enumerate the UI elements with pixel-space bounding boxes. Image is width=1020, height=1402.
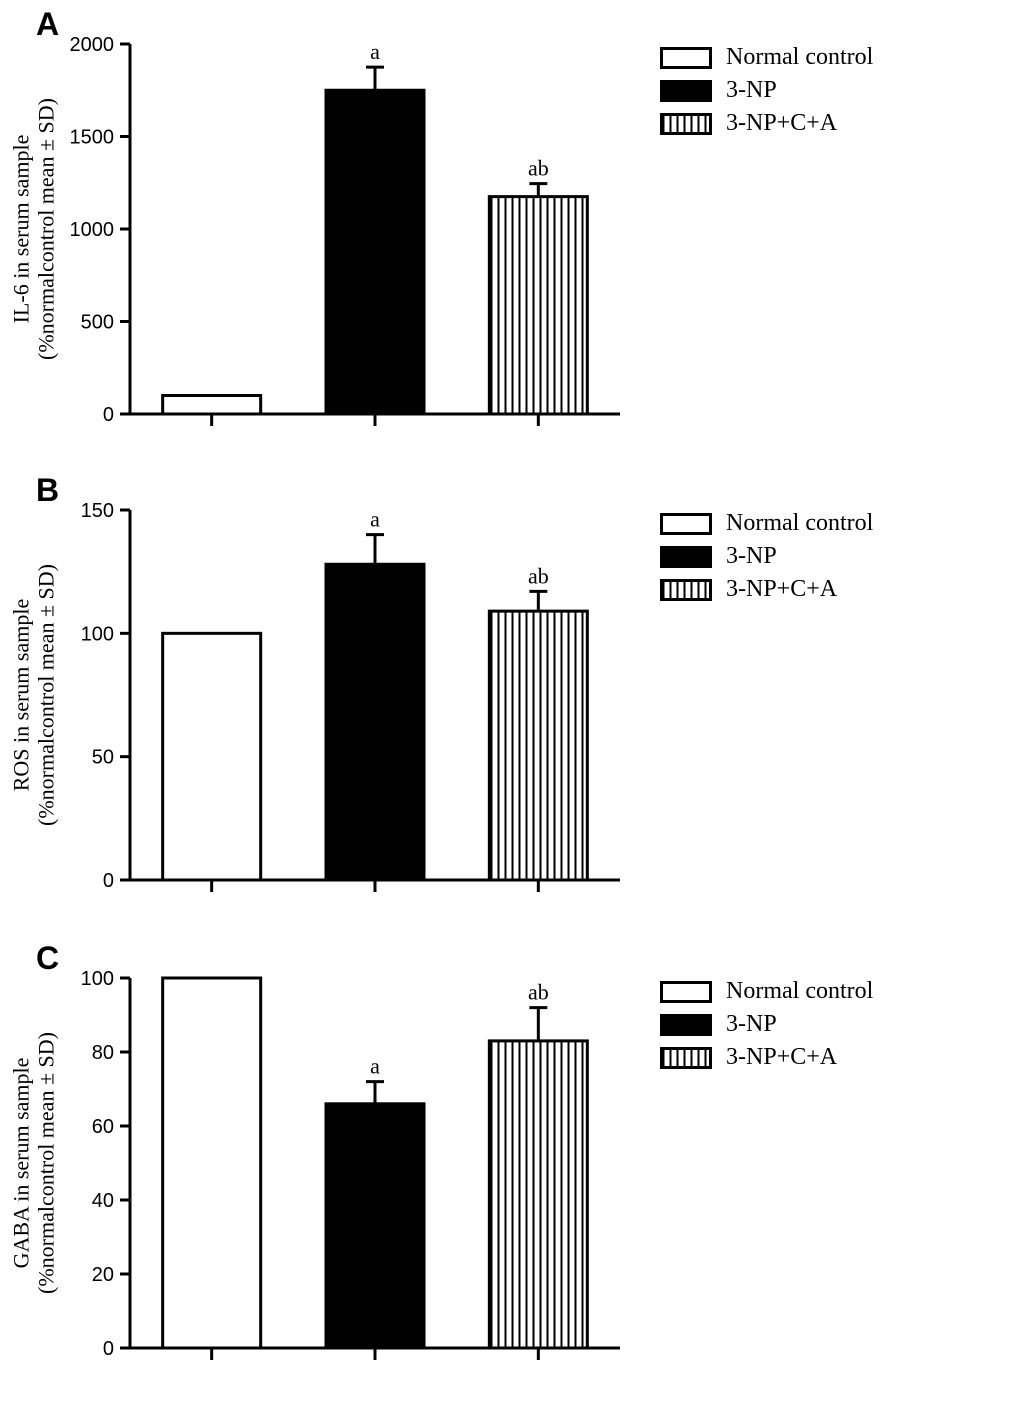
legend-swatch (660, 1014, 712, 1036)
ytick-label: 500 (81, 312, 114, 334)
legend-label: 3-NP (726, 77, 777, 104)
plot-panel-A: 0 500 1000 1500 2000 a ab (40, 8, 630, 442)
ytick-label: 40 (92, 1190, 114, 1212)
ylabel-panel-B: ROS in serum sample(%normalcontrol mean … (9, 564, 60, 826)
bar-A-0 (163, 396, 261, 415)
ylabel-panel-A: IL-6 in serum sample(%normalcontrol mean… (9, 98, 60, 360)
plot-panel-B: 0 50 100 150 a ab (40, 474, 630, 908)
ytick-label: 1500 (70, 127, 115, 149)
legend-swatch (660, 113, 712, 135)
ytick-label: 20 (92, 1264, 114, 1286)
legend-panel-B: Normal control 3-NP 3-NP+C+A (660, 510, 873, 609)
ytick-label: 60 (92, 1116, 114, 1138)
ylabel-line1: ROS in serum sample (9, 564, 34, 826)
ytick-label: 100 (81, 968, 114, 990)
ytick-label: 1000 (70, 219, 115, 241)
ylabel-line2: (%normalcontrol mean ± SD) (34, 564, 59, 826)
bar-A-2 (489, 197, 587, 414)
ytick-label: 80 (92, 1042, 114, 1064)
legend-label: 3-NP+C+A (726, 110, 837, 137)
bar-C-0 (163, 978, 261, 1348)
ylabel-line1: GABA in serum sample (9, 1032, 34, 1294)
ytick-label: 100 (81, 623, 114, 645)
significance-label: ab (528, 156, 549, 181)
significance-label: ab (528, 980, 549, 1005)
legend-item: 3-NP+C+A (660, 1044, 873, 1071)
ytick-label: 0 (103, 1338, 114, 1360)
legend-label: 3-NP+C+A (726, 1044, 837, 1071)
legend-swatch (660, 1047, 712, 1069)
legend-panel-A: Normal control 3-NP 3-NP+C+A (660, 44, 873, 143)
bar-C-2 (489, 1041, 587, 1348)
ytick-label: 2000 (70, 34, 115, 56)
bar-A-1 (326, 90, 424, 414)
significance-label: ab (528, 563, 549, 588)
significance-label: a (370, 1054, 380, 1079)
legend-item: 3-NP+C+A (660, 110, 873, 137)
plot-panel-C: 0 20 40 60 80 100 a ab (40, 942, 630, 1376)
legend-label: 3-NP+C+A (726, 576, 837, 603)
figure-root: A0500100015002000aabIL-6 in serum sample… (0, 0, 1020, 1402)
ytick-label: 0 (103, 870, 114, 892)
legend-label: 3-NP (726, 543, 777, 570)
legend-item: 3-NP (660, 543, 873, 570)
legend-swatch (660, 579, 712, 601)
bar-C-1 (326, 1104, 424, 1348)
ytick-label: 50 (92, 747, 114, 769)
legend-swatch (660, 981, 712, 1003)
legend-item: 3-NP (660, 77, 873, 104)
ylabel-line2: (%normalcontrol mean ± SD) (34, 98, 59, 360)
bar-B-0 (163, 633, 261, 880)
bar-B-1 (326, 564, 424, 880)
legend-item: Normal control (660, 44, 873, 71)
ylabel-panel-C: GABA in serum sample(%normalcontrol mean… (9, 1032, 60, 1294)
legend-swatch (660, 47, 712, 69)
legend-label: Normal control (726, 510, 873, 537)
ylabel-line2: (%normalcontrol mean ± SD) (34, 1032, 59, 1294)
legend-item: 3-NP+C+A (660, 576, 873, 603)
legend-item: 3-NP (660, 1011, 873, 1038)
ytick-label: 0 (103, 404, 114, 426)
legend-panel-C: Normal control 3-NP 3-NP+C+A (660, 978, 873, 1077)
legend-item: Normal control (660, 978, 873, 1005)
significance-label: a (370, 39, 380, 64)
legend-swatch (660, 513, 712, 535)
bar-B-2 (489, 611, 587, 880)
ytick-label: 150 (81, 500, 114, 522)
legend-item: Normal control (660, 510, 873, 537)
legend-swatch (660, 80, 712, 102)
significance-label: a (370, 507, 380, 532)
legend-label: Normal control (726, 44, 873, 71)
legend-swatch (660, 546, 712, 568)
legend-label: Normal control (726, 978, 873, 1005)
legend-label: 3-NP (726, 1011, 777, 1038)
ylabel-line1: IL-6 in serum sample (9, 98, 34, 360)
